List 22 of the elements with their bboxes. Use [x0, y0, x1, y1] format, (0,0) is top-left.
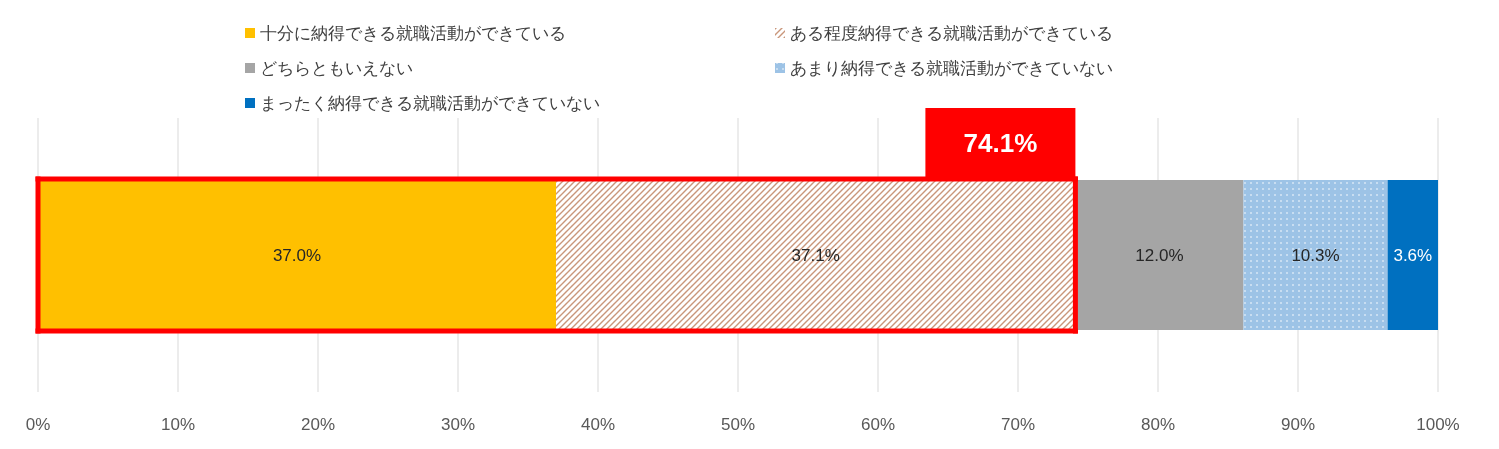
data-label: 37.1%	[791, 246, 840, 265]
legend-label: まったく納得できる就職活動ができていない	[260, 94, 600, 113]
x-tick-label: 10%	[160, 415, 196, 434]
x-tick-label: 0%	[25, 415, 51, 434]
legend-label: あまり納得できる就職活動ができていない	[790, 59, 1113, 78]
x-tick-label: 80%	[1140, 415, 1176, 434]
data-label: 12.0%	[1135, 246, 1184, 265]
x-tick-label: 100%	[1416, 415, 1460, 434]
data-label: 10.3%	[1291, 246, 1340, 265]
x-tick-label: 40%	[580, 415, 616, 434]
x-tick-label: 30%	[440, 415, 476, 434]
x-tick-label: 50%	[720, 415, 756, 434]
x-tick-label: 70%	[1000, 415, 1036, 434]
data-label: 3.6%	[1393, 246, 1433, 265]
x-tick-label: 90%	[1280, 415, 1316, 434]
legend-label: 十分に納得できる就職活動ができている	[260, 24, 566, 43]
text: 74.1%	[963, 128, 1038, 158]
legend-label: どちらともいえない	[260, 59, 413, 78]
x-tick-label: 20%	[300, 415, 336, 434]
x-tick-label: 60%	[860, 415, 896, 434]
legend-label: ある程度納得できる就職活動ができている	[790, 24, 1113, 43]
data-label: 37.0%	[272, 246, 322, 265]
